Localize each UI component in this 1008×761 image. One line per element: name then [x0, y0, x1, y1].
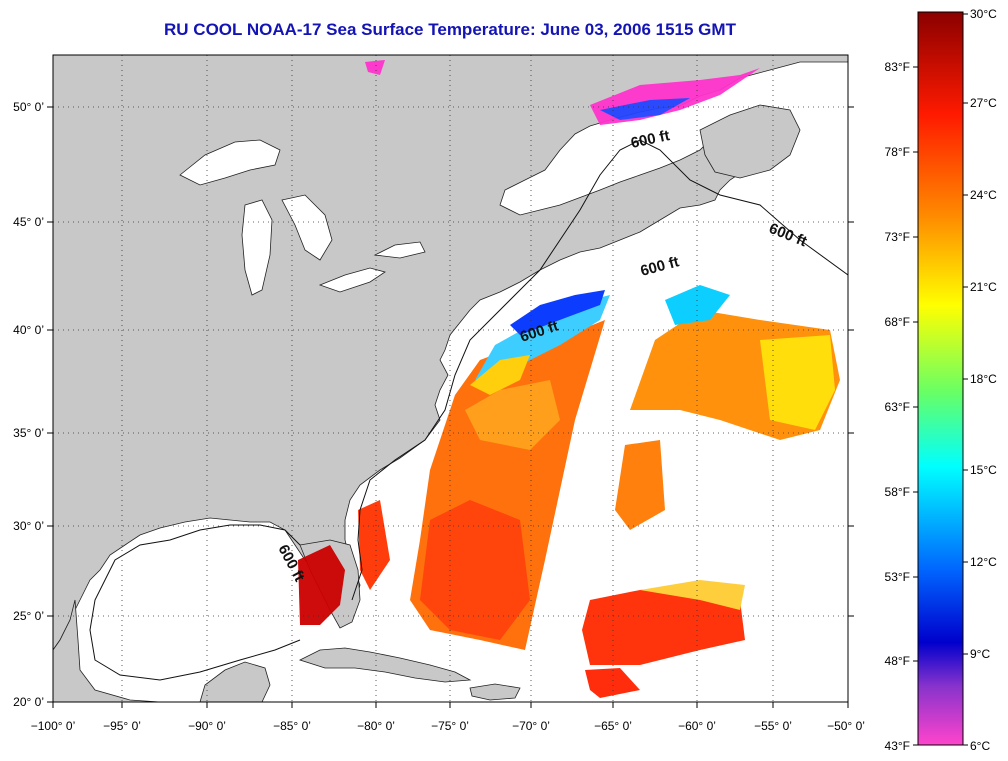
lon-label: −90° 0’ [188, 719, 226, 733]
lon-label: −60° 0’ [678, 719, 716, 733]
lat-label: 30° 0’ [13, 519, 44, 533]
lon-label: −80° 0’ [357, 719, 395, 733]
fahrenheit-label: 43°F [885, 739, 910, 753]
fahrenheit-label: 68°F [885, 315, 910, 329]
lon-label: −65° 0’ [594, 719, 632, 733]
lat-label: 40° 0’ [13, 323, 44, 337]
fahrenheit-label: 63°F [885, 400, 910, 414]
land-yucatan [199, 661, 271, 702]
lake-ontario [373, 241, 426, 259]
latitude-labels: 50° 0’ 45° 0’ 40° 0’ 35° 0’ 30° 0’ 25° 0… [13, 100, 44, 709]
celsius-label: 9°C [970, 647, 990, 661]
axis-ticks [47, 106, 854, 708]
fahrenheit-label: 53°F [885, 570, 910, 584]
lon-label: −50° 0’ [827, 719, 865, 733]
lon-label: −55° 0’ [754, 719, 792, 733]
colorbar-ticks [913, 13, 968, 746]
lat-label: 35° 0’ [13, 426, 44, 440]
land-hispaniola [469, 683, 521, 701]
lon-label: −75° 0’ [431, 719, 469, 733]
fahrenheit-label: 73°F [885, 230, 910, 244]
lat-label: 25° 0’ [13, 609, 44, 623]
lon-label: −100° 0’ [31, 719, 76, 733]
lat-label: 50° 0’ [13, 100, 44, 114]
lon-label: −95° 0’ [103, 719, 141, 733]
lake-huron [281, 194, 333, 261]
lon-label: −70° 0’ [512, 719, 550, 733]
lake-superior [179, 139, 281, 186]
celsius-label: 27°C [970, 96, 997, 110]
lon-label: −85° 0’ [273, 719, 311, 733]
sst-swaths [298, 60, 840, 698]
celsius-label: 18°C [970, 372, 997, 386]
fahrenheit-label: 78°F [885, 145, 910, 159]
colorbar-labels: 30°C 27°C 24°C 21°C 18°C 15°C 12°C 9°C 6… [885, 7, 998, 753]
celsius-label: 21°C [970, 280, 997, 294]
fahrenheit-label: 58°F [885, 485, 910, 499]
celsius-label: 12°C [970, 555, 997, 569]
celsius-label: 24°C [970, 188, 997, 202]
fahrenheit-label: 83°F [885, 60, 910, 74]
longitude-labels: −100° 0’ −95° 0’ −90° 0’ −85° 0’ −80° 0’… [31, 719, 865, 733]
lat-label: 20° 0’ [13, 695, 44, 709]
celsius-label: 15°C [970, 463, 997, 477]
lake-erie [318, 267, 386, 293]
lat-label: 45° 0’ [13, 215, 44, 229]
land-cuba [298, 647, 472, 683]
celsius-label: 6°C [970, 739, 990, 753]
map-panel [53, 55, 848, 702]
land-mexico [53, 599, 161, 702]
fahrenheit-label: 48°F [885, 654, 910, 668]
map-title: RU COOL NOAA-17 Sea Surface Temperature:… [164, 20, 736, 39]
land-newfoundland [699, 104, 801, 179]
colorbar [917, 11, 964, 746]
lake-michigan [241, 199, 273, 296]
celsius-label: 30°C [970, 7, 997, 21]
